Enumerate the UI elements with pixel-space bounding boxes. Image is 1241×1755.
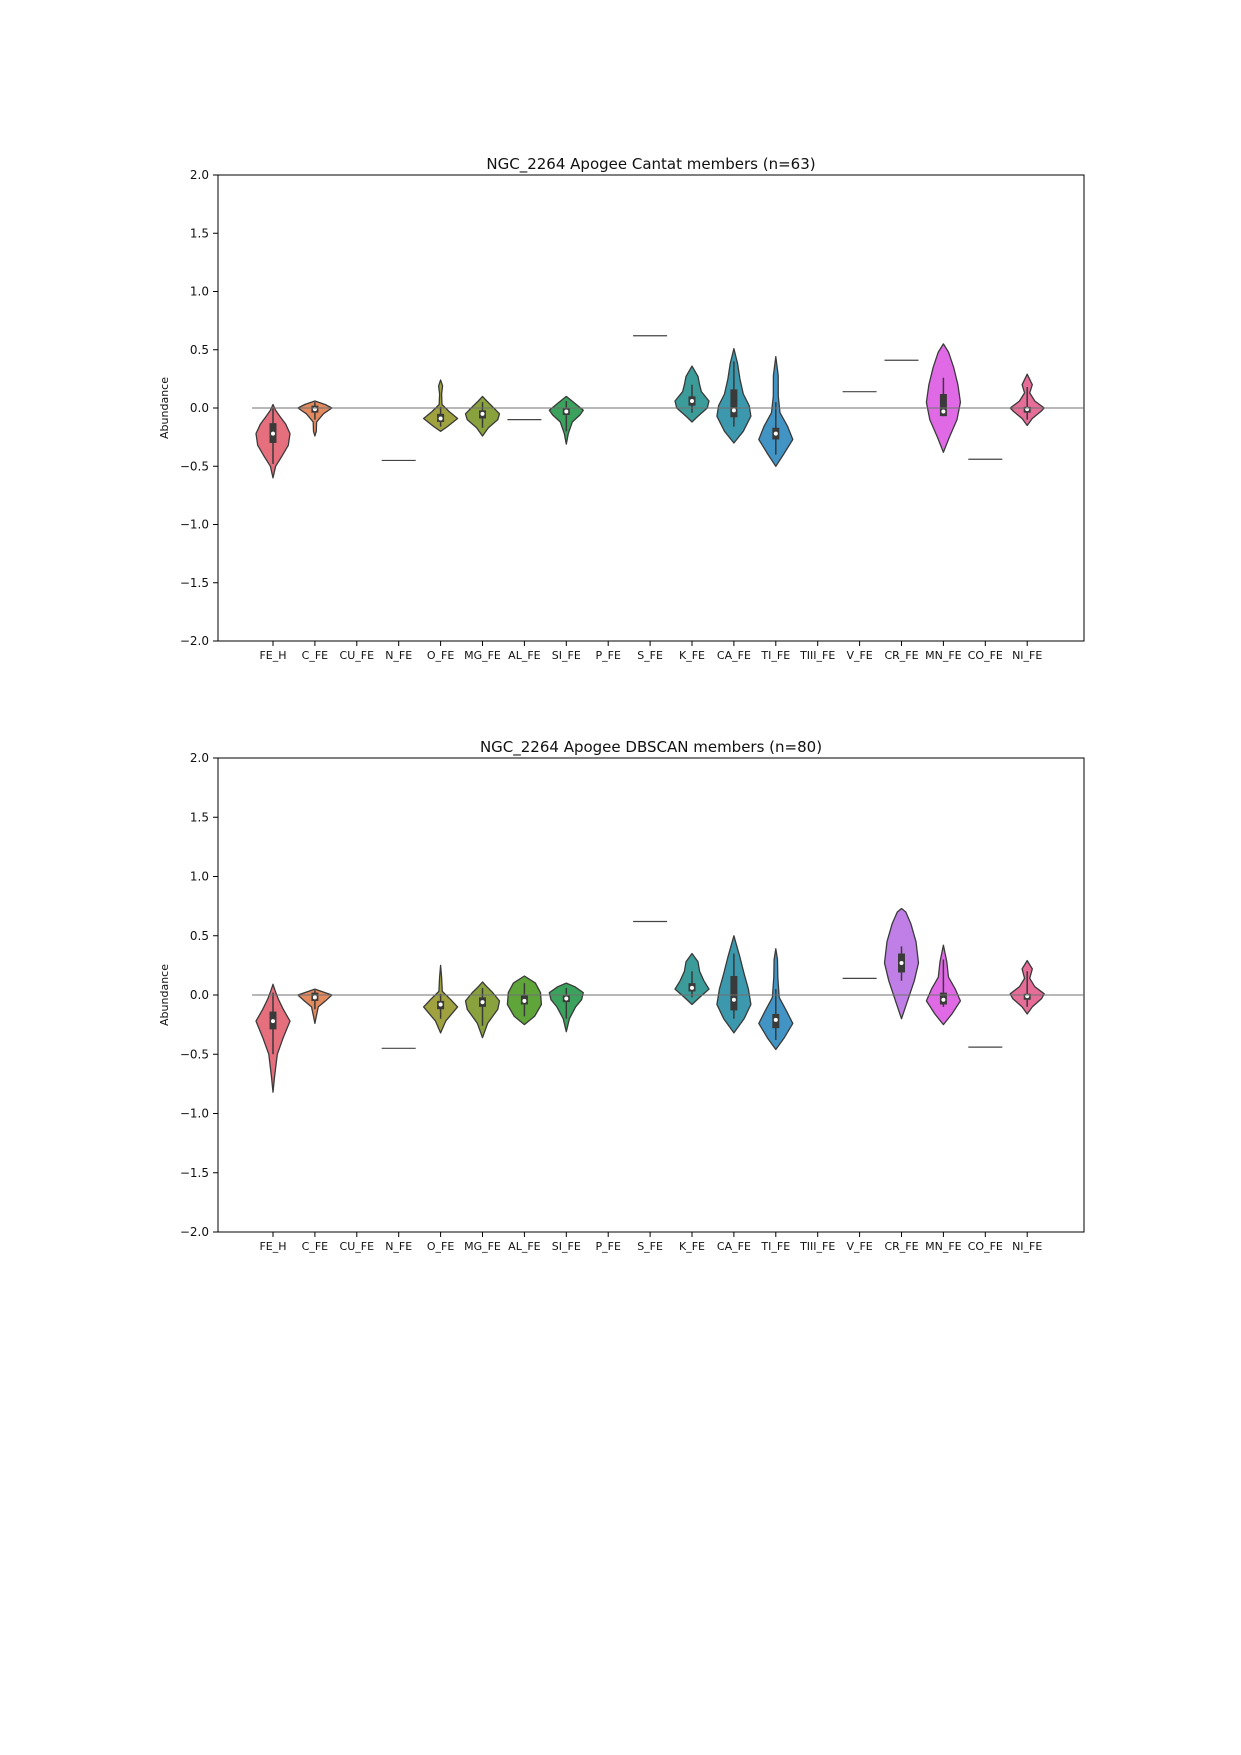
y-tick-label: 1.5 bbox=[190, 810, 209, 824]
x-tick-label: CR_FE bbox=[884, 1240, 918, 1253]
median-marker bbox=[480, 1000, 485, 1005]
x-tick-label: TIII_FE bbox=[799, 649, 835, 662]
x-tick-label: FE_H bbox=[259, 1240, 286, 1253]
y-tick-label: −1.0 bbox=[180, 1107, 209, 1121]
y-tick-label: 2.0 bbox=[190, 168, 209, 182]
chart-title: NGC_2264 Apogee Cantat members (n=63) bbox=[486, 155, 815, 174]
y-axis-label: Abundance bbox=[158, 964, 171, 1026]
median-marker bbox=[773, 431, 778, 436]
y-tick-label: 1.5 bbox=[190, 226, 209, 240]
y-tick-label: 0.5 bbox=[190, 929, 209, 943]
x-tick-label: K_FE bbox=[679, 1240, 705, 1253]
y-axis-label: Abundance bbox=[158, 377, 171, 439]
x-tick-label: C_FE bbox=[302, 1240, 329, 1253]
median-marker bbox=[438, 416, 443, 421]
x-tick-label: C_FE bbox=[302, 649, 329, 662]
x-tick-label: S_FE bbox=[637, 1240, 663, 1253]
median-marker bbox=[899, 961, 904, 966]
median-marker bbox=[312, 995, 317, 1000]
violin-o-fe bbox=[422, 379, 459, 432]
x-tick-label: CU_FE bbox=[340, 649, 375, 662]
iqr-box bbox=[939, 394, 947, 417]
y-tick-label: 1.0 bbox=[190, 285, 209, 299]
y-tick-label: 2.0 bbox=[190, 751, 209, 765]
x-tick-label: CU_FE bbox=[340, 1240, 375, 1253]
median-marker bbox=[438, 1002, 443, 1007]
x-tick-label: K_FE bbox=[679, 649, 705, 662]
x-tick-label: SI_FE bbox=[552, 649, 581, 662]
median-marker bbox=[731, 408, 736, 413]
x-tick-label: TI_FE bbox=[760, 649, 790, 662]
median-marker bbox=[941, 997, 946, 1002]
x-tick-label: N_FE bbox=[385, 649, 412, 662]
median-marker bbox=[480, 411, 485, 416]
violin-chart-dbscan: NGC_2264 Apogee DBSCAN members (n=80) Ab… bbox=[158, 738, 1085, 1253]
x-tick-label: V_FE bbox=[846, 1240, 872, 1253]
x-tick-label: CO_FE bbox=[968, 649, 1003, 662]
y-tick-label: −1.5 bbox=[180, 1166, 209, 1180]
x-tick-label: O_FE bbox=[427, 1240, 454, 1253]
x-tick-label: FE_H bbox=[259, 649, 286, 662]
x-tick-label: CO_FE bbox=[968, 1240, 1003, 1253]
median-marker bbox=[564, 409, 569, 414]
iqr-box bbox=[730, 389, 738, 418]
x-tick-label: TI_FE bbox=[760, 1240, 790, 1253]
median-marker bbox=[690, 399, 694, 404]
median-marker bbox=[941, 409, 946, 414]
y-tick-label: 0.5 bbox=[190, 343, 209, 357]
y-tick-label: −0.5 bbox=[180, 459, 209, 473]
x-tick-label: MG_FE bbox=[464, 649, 501, 662]
y-tick-label: −1.0 bbox=[180, 518, 209, 532]
x-tick-label: NI_FE bbox=[1012, 649, 1042, 662]
x-tick-label: V_FE bbox=[846, 649, 872, 662]
x-tick-label: O_FE bbox=[427, 649, 454, 662]
y-tick-label: −2.0 bbox=[180, 634, 209, 648]
y-tick-label: −1.5 bbox=[180, 576, 209, 590]
median-marker bbox=[690, 985, 694, 990]
y-tick-label: 0.0 bbox=[190, 401, 209, 415]
y-tick-label: 1.0 bbox=[190, 870, 209, 884]
x-tick-label: TIII_FE bbox=[799, 1240, 835, 1253]
violin-chart-cantat: NGC_2264 Apogee Cantat members (n=63) Ab… bbox=[158, 155, 1085, 662]
x-tick-label: MG_FE bbox=[464, 1240, 501, 1253]
median-marker bbox=[271, 1019, 275, 1024]
x-tick-label: CR_FE bbox=[884, 649, 918, 662]
x-tick-label: CA_FE bbox=[717, 1240, 751, 1253]
median-marker bbox=[522, 998, 527, 1003]
x-tick-label: P_FE bbox=[595, 649, 620, 662]
chart-title: NGC_2264 Apogee DBSCAN members (n=80) bbox=[480, 738, 822, 757]
median-marker bbox=[564, 996, 569, 1001]
y-tick-label: −0.5 bbox=[180, 1047, 209, 1061]
x-tick-label: MN_FE bbox=[925, 1240, 962, 1253]
x-tick-label: NI_FE bbox=[1012, 1240, 1042, 1253]
x-tick-label: AL_FE bbox=[508, 1240, 540, 1253]
median-marker bbox=[271, 431, 275, 436]
median-marker bbox=[773, 1017, 778, 1022]
y-tick-label: −2.0 bbox=[180, 1225, 209, 1239]
x-tick-label: S_FE bbox=[637, 649, 663, 662]
x-tick-label: CA_FE bbox=[717, 649, 751, 662]
x-tick-label: SI_FE bbox=[552, 1240, 581, 1253]
iqr-box bbox=[730, 976, 738, 1011]
median-marker bbox=[731, 997, 736, 1002]
x-tick-label: N_FE bbox=[385, 1240, 412, 1253]
x-tick-label: AL_FE bbox=[508, 649, 540, 662]
x-tick-label: P_FE bbox=[595, 1240, 620, 1253]
y-tick-label: 0.0 bbox=[190, 988, 209, 1002]
x-tick-label: MN_FE bbox=[925, 649, 962, 662]
